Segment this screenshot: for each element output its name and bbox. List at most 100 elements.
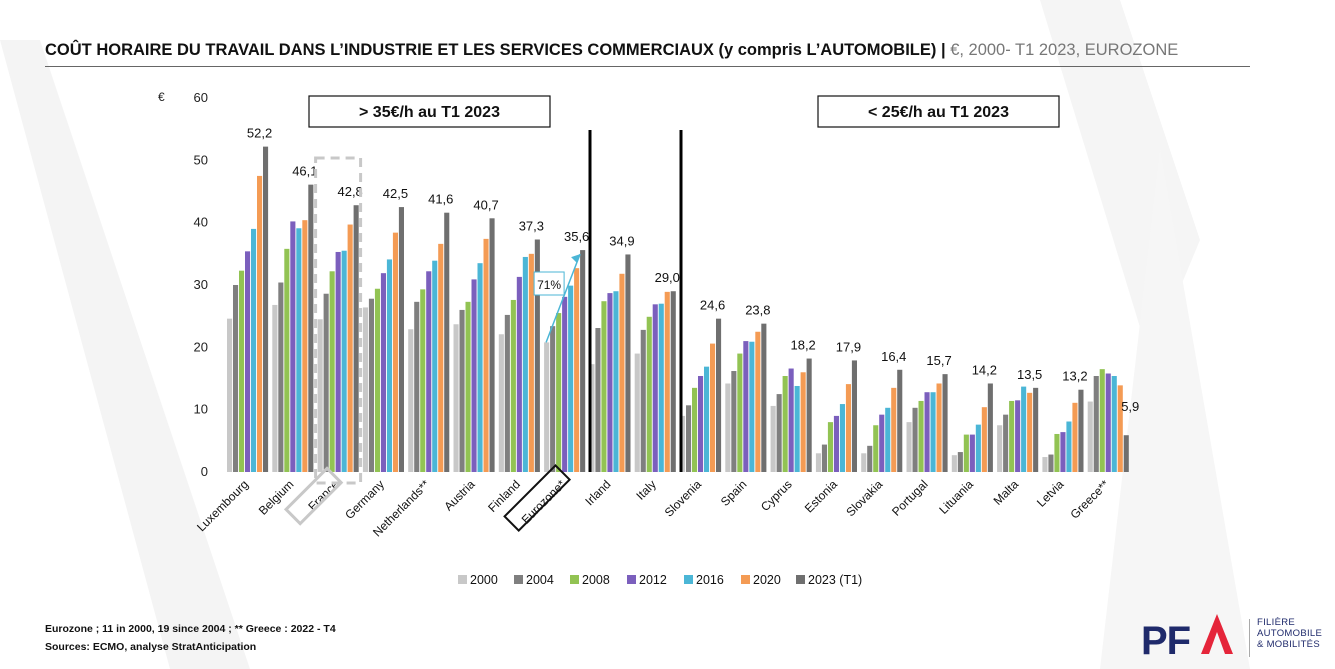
bar-2004-11 (731, 371, 737, 472)
chart-title: COÛT HORAIRE DU TRAVAIL DANS L’INDUSTRIE… (45, 41, 1178, 60)
pfa-logo-mark: PF (1141, 619, 1190, 662)
bar-2012-15 (924, 392, 930, 472)
bar-2023T1-13 (851, 360, 857, 472)
bar-2023T1-6 (534, 239, 540, 472)
bar-2012-2 (335, 251, 341, 472)
group-label-low: < 25€/h au T1 2023 (868, 104, 1009, 121)
legend-label: 2000 (470, 573, 498, 587)
france-label-box (283, 466, 344, 526)
legend-label: 2020 (753, 573, 781, 587)
data-label: 14,2 (972, 362, 997, 377)
logo-line-3: & MOBILITÉS (1257, 639, 1320, 650)
data-label: 34,9 (609, 233, 634, 248)
data-label: 17,9 (836, 339, 861, 354)
bar-2020-14 (891, 387, 897, 472)
bar-2008-15 (918, 400, 924, 472)
bar-2008-3 (374, 288, 380, 472)
bar-2012-14 (879, 414, 885, 472)
bar-2004-12 (776, 394, 782, 472)
bar-2004-15 (912, 407, 918, 472)
bar-2000-7 (544, 342, 550, 472)
bar-2012-4 (426, 271, 432, 472)
data-label: 15,7 (926, 353, 951, 368)
bar-2020-18 (1072, 402, 1078, 472)
category-label: Austria (441, 477, 478, 514)
bar-2020-5 (483, 238, 489, 472)
y-tick-label: 60 (194, 90, 208, 105)
bar-2012-6 (516, 276, 522, 472)
bar-2016-7 (568, 285, 574, 472)
bar-2012-1 (290, 221, 296, 472)
legend-swatch (570, 575, 579, 584)
bar-2000-12 (770, 405, 776, 472)
bar-2020-1 (302, 220, 308, 472)
pfa-logo: PF (1141, 614, 1233, 662)
bar-2008-11 (737, 353, 743, 472)
category-label: Irland (582, 477, 613, 508)
bar-2023T1-3 (398, 207, 404, 473)
data-label: 16,4 (881, 349, 906, 364)
data-label: 23,8 (745, 303, 770, 318)
legend-swatch (514, 575, 523, 584)
bar-2023T1-18 (1078, 389, 1084, 472)
bar-2020-9 (664, 291, 670, 472)
bar-2012-12 (788, 368, 794, 472)
bar-2023T1-19 (1123, 435, 1129, 472)
category-label: Slovakia (843, 477, 885, 519)
category-label: Greece** (1067, 477, 1112, 522)
bar-2023T1-10 (716, 318, 722, 472)
category-label: Slovenia (662, 477, 705, 520)
bar-2012-11 (743, 341, 749, 472)
legend-swatch (458, 575, 467, 584)
bar-2023T1-15 (942, 374, 948, 472)
bar-2008-8 (601, 301, 607, 472)
data-label: 35,6 (564, 229, 589, 244)
bar-2012-3 (380, 273, 386, 472)
title-main: COÛT HORAIRE DU TRAVAIL DANS L’INDUSTRIE… (45, 41, 937, 59)
data-label: 42,5 (383, 186, 408, 201)
bar-2000-5 (453, 324, 459, 472)
category-label: Eurozone* (519, 477, 569, 527)
bar-2016-8 (613, 291, 619, 472)
bar-2004-6 (504, 314, 510, 472)
bar-2016-16 (975, 424, 981, 472)
bar-2012-5 (471, 279, 477, 472)
bar-2000-10 (680, 415, 686, 472)
bar-2016-13 (839, 404, 845, 472)
bar-2023T1-14 (897, 369, 903, 472)
bar-2000-19 (1087, 401, 1093, 472)
group-label-box-low (817, 95, 1060, 128)
bar-2012-0 (245, 251, 251, 472)
bar-2023T1-4 (444, 212, 450, 472)
bar-2020-0 (257, 175, 263, 472)
bar-2012-13 (833, 415, 839, 472)
bar-2012-17 (1015, 400, 1021, 472)
bar-2000-16 (951, 455, 957, 472)
bar-2004-2 (323, 293, 329, 472)
bar-2020-19 (1117, 385, 1123, 472)
bar-2020-6 (528, 253, 534, 472)
eurozone-label-box (503, 464, 572, 532)
data-label: 41,6 (428, 192, 453, 207)
bar-2004-18 (1048, 454, 1054, 472)
bar-2020-7 (574, 268, 580, 472)
bar-2008-7 (556, 313, 562, 472)
data-label: 37,3 (519, 218, 544, 233)
bar-2016-10 (704, 366, 710, 472)
bar-2000-9 (634, 353, 640, 472)
legend-swatch (741, 575, 750, 584)
bar-2023T1-11 (761, 323, 767, 472)
data-label: 40,7 (473, 197, 498, 212)
france-highlight-box (314, 156, 363, 485)
growth-arrow-line (545, 253, 581, 343)
title-underline (45, 66, 1250, 67)
legend-label: 2016 (696, 573, 724, 587)
bar-2016-11 (749, 341, 755, 472)
bar-2023T1-0 (263, 146, 269, 472)
bar-2004-1 (278, 282, 284, 472)
bar-2000-13 (815, 453, 821, 472)
legend-label: 2004 (526, 573, 554, 587)
bar-2004-7 (550, 326, 556, 472)
bar-2012-8 (607, 293, 613, 472)
bar-2000-1 (272, 304, 278, 472)
